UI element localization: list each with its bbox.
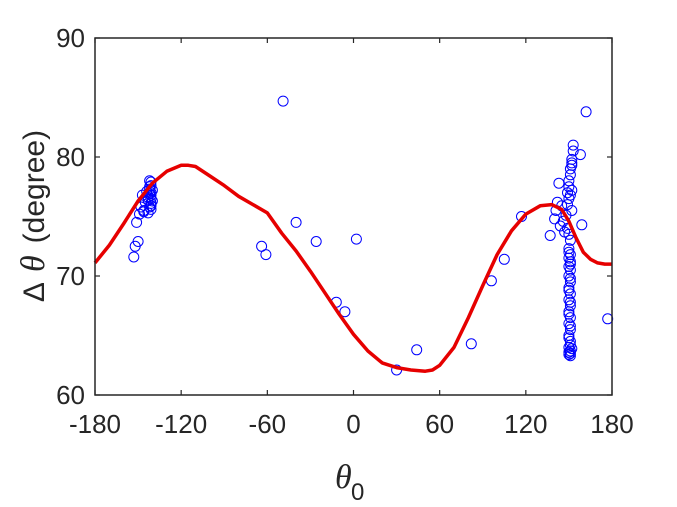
x-axis-theta: θ [335,459,352,496]
x-axis-subscript: 0 [351,479,364,506]
data-point [564,350,576,362]
fit-curve [93,163,612,373]
x-tick-label: -60 [249,409,287,439]
data-point [566,159,578,171]
y-tick-label: 90 [56,23,85,53]
y-axis-title: Δ θ (degree) [15,130,52,302]
data-point [563,284,575,296]
data-point [544,230,556,241]
y-tick-label: 80 [56,142,85,172]
data-point [411,344,423,356]
data-point [146,195,158,207]
data-point [564,300,576,312]
data-point [142,194,154,206]
data-point [564,276,576,288]
y-tick-label: 70 [56,261,85,291]
data-point [144,201,156,213]
data-point [553,177,565,189]
scatter-series [128,95,614,376]
x-tick-label: -180 [69,409,121,439]
data-point [563,332,575,344]
data-point [566,205,578,216]
plot-background [95,38,612,395]
data-point [145,200,157,212]
data-point [564,320,576,332]
data-point [566,153,578,165]
x-axis-title: θ 0 [335,459,364,506]
data-point [131,216,143,228]
data-point [580,106,592,118]
data-point [129,240,141,252]
data-point [576,219,588,231]
data-point [128,251,140,263]
x-tick-label: 120 [504,409,547,439]
data-point [564,296,576,308]
y-axis-theta: θ [15,255,52,272]
y-axis-delta: Δ [18,282,51,302]
data-point [566,343,578,355]
y-ticks: 60 70 80 90 [56,23,612,410]
data-point [566,184,578,196]
data-point [566,157,578,169]
x-ticks: -180 -120 -60 0 60 120 180 [69,38,634,439]
data-point [350,233,362,245]
data-point [260,249,272,261]
data-point [574,149,586,161]
x-tick-label: 0 [346,409,360,439]
data-point [549,213,561,225]
data-point [567,145,579,157]
data-point [564,249,576,261]
data-point [277,95,289,107]
y-tick-label: 60 [56,380,85,410]
y-axis-unit: (degree) [18,130,51,243]
data-point [564,272,576,284]
data-point [339,306,351,318]
data-point [563,308,575,320]
data-point [563,261,575,272]
data-point [144,181,156,193]
data-point [563,243,575,255]
data-point [290,216,302,228]
data-point [310,236,322,247]
data-point [564,256,576,268]
data-point [465,338,477,350]
data-point [564,324,576,336]
data-point [498,253,510,265]
data-point [563,181,575,193]
data-point [564,189,576,201]
x-tick-label: -120 [155,409,207,439]
x-tick-label: 180 [590,409,633,439]
data-point [567,139,579,151]
x-tick-label: 60 [425,409,454,439]
svg-text:Δ θ (degree): Δ θ (degree) [15,130,52,302]
data-point [564,347,576,359]
